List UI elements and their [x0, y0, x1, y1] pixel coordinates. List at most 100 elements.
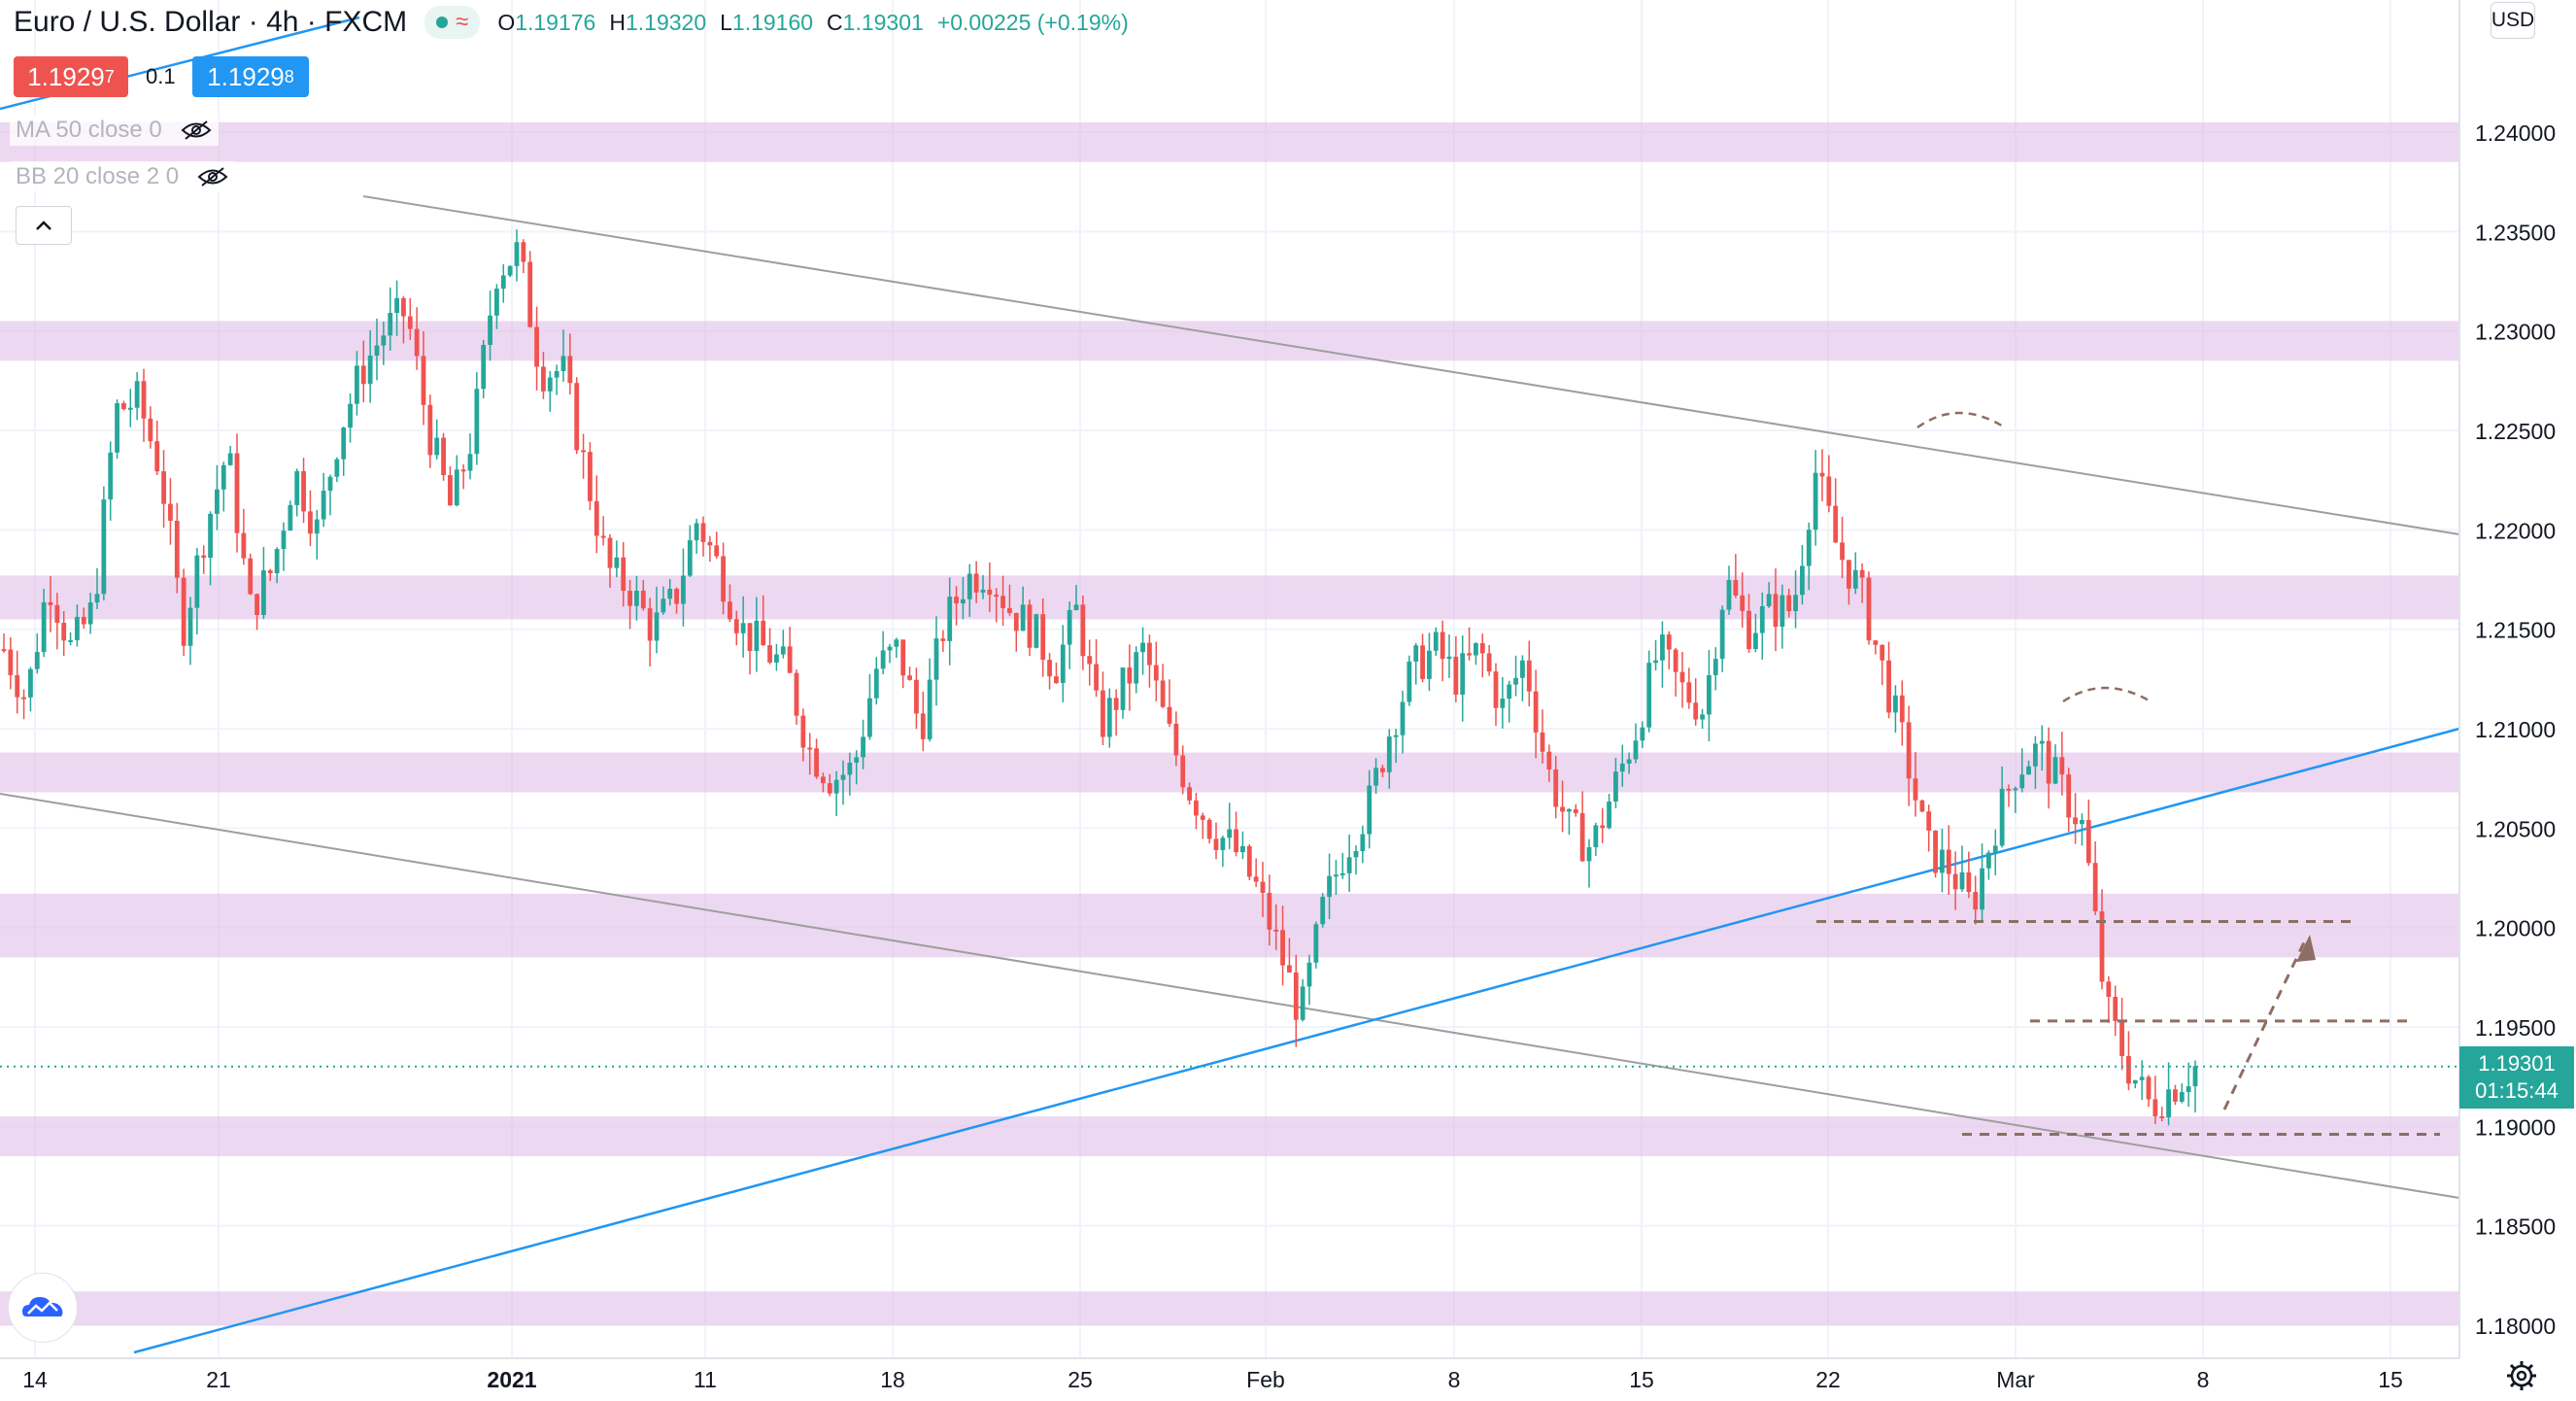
candle-body — [2085, 819, 2091, 864]
sell-button[interactable]: 1.1929 7 — [14, 56, 128, 97]
candle-body — [1700, 714, 1705, 720]
candle-body — [208, 513, 213, 559]
candle-body — [1666, 634, 1672, 650]
candle-body — [1866, 577, 1872, 641]
candle-body — [1320, 897, 1326, 925]
candle-body — [2106, 981, 2112, 998]
candle-body — [1600, 825, 1606, 829]
candle-body — [593, 500, 599, 536]
candle-body — [1427, 650, 1432, 679]
candle-body — [1873, 640, 1879, 645]
y-tick-label: 1.22500 — [2475, 419, 2556, 444]
candle-body — [1660, 634, 1665, 661]
candle-body — [1973, 892, 1979, 910]
candle-body — [367, 355, 373, 385]
candle-body — [2139, 1076, 2145, 1080]
x-tick-label: Feb — [1246, 1367, 1285, 1392]
candle-body — [794, 672, 799, 716]
open-value: 1.19176 — [515, 9, 596, 35]
last-price-label: 1.19301 01:15:44 — [2459, 1046, 2574, 1109]
candle-body — [1446, 656, 1452, 660]
candle-body — [1120, 667, 1126, 710]
candle-body — [181, 577, 186, 646]
candle-body — [787, 646, 793, 673]
last-price-value: 1.19301 — [2478, 1051, 2556, 1076]
candle-body — [767, 645, 772, 663]
eye-crossed-icon[interactable] — [180, 120, 213, 141]
candle-body — [914, 679, 919, 714]
candle-body — [2033, 743, 2038, 767]
candle-body — [1327, 875, 1332, 898]
candle-body — [947, 597, 953, 641]
candle-body — [41, 601, 47, 653]
symbol-title[interactable]: Euro / U.S. Dollar · 4h · FXCM — [14, 6, 408, 38]
candle-body — [2099, 911, 2105, 982]
candle-body — [1880, 644, 1885, 661]
candle-body — [1546, 751, 1552, 769]
candle-body — [667, 589, 673, 599]
candle-body — [1047, 660, 1052, 677]
candle-body — [1080, 604, 1086, 657]
candle-body — [2152, 1099, 2158, 1116]
candle-body — [961, 598, 966, 604]
buy-button[interactable]: 1.1929 8 — [192, 56, 309, 97]
candlesticks — [1, 229, 2198, 1126]
candle-body — [2019, 774, 2025, 789]
candle-body — [954, 597, 959, 604]
candle-body — [521, 242, 526, 262]
countdown-value: 01:15:44 — [2475, 1078, 2559, 1103]
candle-body — [1980, 868, 1984, 910]
tradingview-logo[interactable] — [8, 1273, 78, 1343]
arrow-head-icon — [2296, 935, 2316, 962]
indicator-ma[interactable]: MA 50 close 0 — [10, 115, 219, 146]
candle-body — [500, 275, 506, 290]
candle-body — [1633, 740, 1639, 760]
annotations — [0, 411, 2459, 1137]
currency-label[interactable]: USD — [2491, 2, 2535, 39]
candle-body — [374, 345, 380, 356]
candle-body — [567, 356, 573, 384]
candle-body — [1127, 667, 1133, 684]
candle-body — [2073, 817, 2078, 825]
candle-body — [733, 619, 739, 633]
candle-body — [2119, 1020, 2124, 1056]
candle-body — [940, 638, 946, 641]
candle-body — [1007, 607, 1012, 613]
candle-body — [547, 377, 553, 392]
candle-body — [1679, 671, 1685, 683]
collapse-indicators-button[interactable] — [16, 206, 72, 245]
candle-body — [115, 402, 119, 453]
candle-body — [215, 489, 220, 514]
candle-body — [81, 616, 86, 625]
sr-zone — [0, 752, 2459, 793]
eye-crossed-icon[interactable] — [196, 166, 229, 188]
candle-body — [661, 598, 666, 613]
candle-body — [1626, 759, 1632, 764]
candle-body — [201, 555, 207, 559]
candle-body — [1533, 691, 1539, 733]
y-tick-label: 1.22000 — [2475, 518, 2556, 543]
settings-gear-icon[interactable] — [2504, 1358, 2539, 1393]
candle-body — [127, 407, 133, 410]
candle-body — [1433, 632, 1439, 651]
candle-body — [654, 612, 660, 641]
candle-body — [980, 589, 986, 593]
candle-body — [1420, 645, 1425, 679]
candle-body — [994, 595, 1000, 598]
candle-body — [1893, 695, 1898, 713]
candle-body — [1613, 771, 1618, 803]
candle-body — [355, 365, 359, 404]
candle-body — [807, 747, 813, 750]
candle-body — [1040, 614, 1046, 661]
candle-body — [1386, 736, 1392, 772]
candle-body — [1287, 965, 1292, 973]
candle-body — [1573, 808, 1578, 814]
candle-body — [861, 736, 865, 758]
market-status-pill[interactable]: ≈ — [424, 6, 481, 39]
candle-body — [1060, 644, 1066, 684]
candle-body — [2039, 740, 2045, 744]
candle-body — [1160, 680, 1166, 707]
candle-body — [1413, 645, 1419, 662]
indicator-bb[interactable]: BB 20 close 2 0 — [10, 161, 236, 192]
